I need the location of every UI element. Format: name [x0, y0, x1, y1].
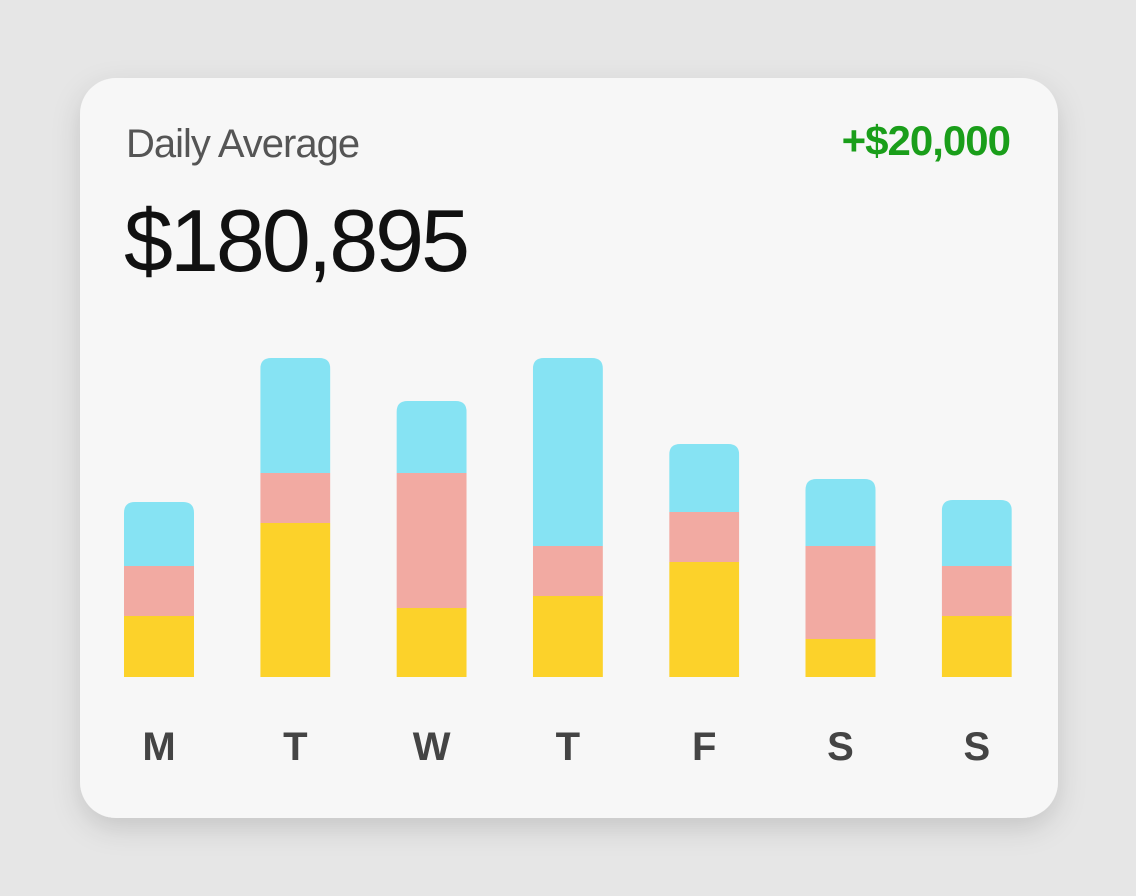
x-tick-label: S — [963, 725, 990, 769]
bar-segment — [260, 358, 331, 473]
bar-segment — [396, 608, 467, 677]
bar-segment — [669, 512, 740, 562]
bar-segment — [124, 616, 194, 677]
bar-segment — [805, 479, 876, 546]
x-tick-label: F — [692, 725, 716, 769]
bar-segment — [805, 546, 876, 639]
bar-stack — [124, 502, 194, 677]
bar-segment — [532, 596, 603, 677]
bar-stack — [260, 358, 331, 677]
bar-segment — [941, 500, 1012, 566]
bar-segment — [124, 566, 194, 616]
bar-segment — [941, 616, 1012, 677]
x-tick-label: W — [413, 725, 451, 769]
bar-segment — [260, 473, 331, 523]
bar-stack — [396, 401, 467, 677]
x-tick-label: M — [142, 725, 175, 769]
bar-segment — [941, 566, 1012, 616]
bar-segment — [669, 562, 740, 677]
bar-stack — [669, 444, 740, 677]
bar-segment — [396, 401, 467, 473]
bar-stack — [805, 479, 876, 677]
bar-segment — [260, 523, 331, 677]
x-tick-label: T — [283, 725, 307, 769]
bar-segment — [532, 546, 603, 596]
x-tick-label: T — [556, 725, 580, 769]
bar-stack — [532, 358, 603, 677]
bar-segment — [669, 444, 740, 512]
bar-segment — [805, 639, 876, 677]
card-label: Daily Average — [126, 122, 359, 166]
bar-stack — [941, 500, 1012, 677]
card-value: $180,895 — [124, 191, 467, 290]
bar-segment — [532, 358, 603, 546]
bar-segment — [124, 502, 194, 566]
x-tick-label: S — [827, 725, 854, 769]
card-change: +$20,000 — [842, 117, 1010, 164]
bar-segment — [396, 473, 467, 608]
